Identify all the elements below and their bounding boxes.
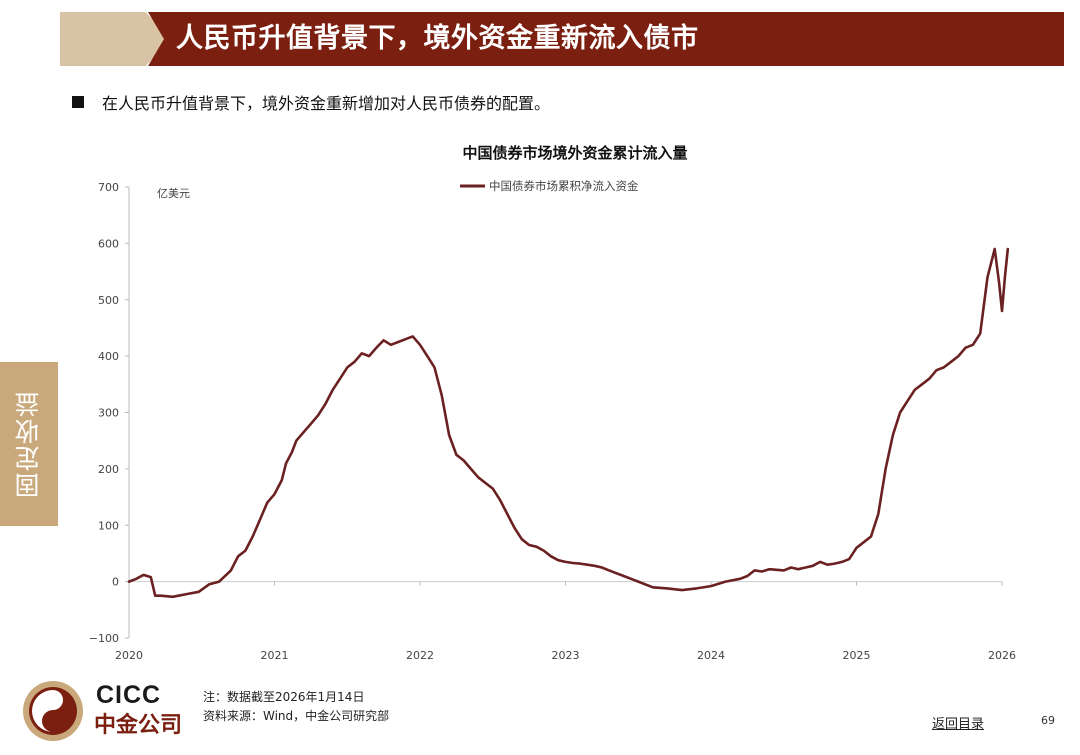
header-banner <box>148 12 1064 66</box>
y-tick-label: 100 <box>98 519 119 532</box>
footnote-source: 资料来源：Wind，中金公司研究部 <box>203 709 390 723</box>
y-tick-label: −100 <box>89 632 119 645</box>
back-to-contents-link[interactable]: 返回目录 <box>932 717 985 732</box>
series-group <box>127 247 1010 599</box>
logo-text-en: CICC <box>96 681 162 709</box>
x-tick-label: 2020 <box>115 649 143 662</box>
chart-axes: −100 0 100 200 300 400 500 600 700 2020 2021 2022 20… <box>89 181 1016 662</box>
x-tick-label: 2024 <box>697 649 725 662</box>
header-accent-tan <box>60 12 170 66</box>
x-tick-label: 2025 <box>843 649 871 662</box>
bullet-text: 在人民币升值背景下，境外资金重新增加对人民币债券的配置。 <box>102 94 551 113</box>
y-tick-label: 600 <box>98 237 119 250</box>
page-title: 人民币升值背景下，境外资金重新流入债市 <box>176 23 699 54</box>
x-tick-label: 2023 <box>552 649 580 662</box>
y-tick-label: 300 <box>98 407 119 420</box>
logo-text-cn: 中金公司 <box>94 713 183 738</box>
footnote-note: 注：数据截至2026年1月14日 <box>203 690 365 704</box>
y-tick-label: 400 <box>98 350 119 363</box>
y-axis-unit: 亿美元 <box>157 187 190 200</box>
x-tick-label: 2022 <box>406 649 434 662</box>
cicc-logo-icon <box>23 681 83 741</box>
y-tick-label: 200 <box>98 463 119 476</box>
page-number: 69 <box>1041 714 1055 727</box>
series-line <box>127 247 1010 599</box>
y-tick-label: 0 <box>112 576 119 589</box>
legend-label: 中国债券市场累积净流入资金 <box>489 179 639 193</box>
chart-legend: 中国债券市场累积净流入资金 <box>460 179 639 193</box>
x-tick-label: 2021 <box>261 649 289 662</box>
chart-title: 中国债券市场境外资金累计流入量 <box>462 144 687 162</box>
footnote: 注：数据截至2026年1月14日 资料来源：Wind，中金公司研究部 <box>203 688 389 726</box>
bullet-square-icon <box>72 96 84 108</box>
y-tick-label: 700 <box>98 181 119 194</box>
y-tick-label: 500 <box>98 294 119 307</box>
side-tab <box>0 362 58 526</box>
x-tick-label: 2026 <box>988 649 1016 662</box>
